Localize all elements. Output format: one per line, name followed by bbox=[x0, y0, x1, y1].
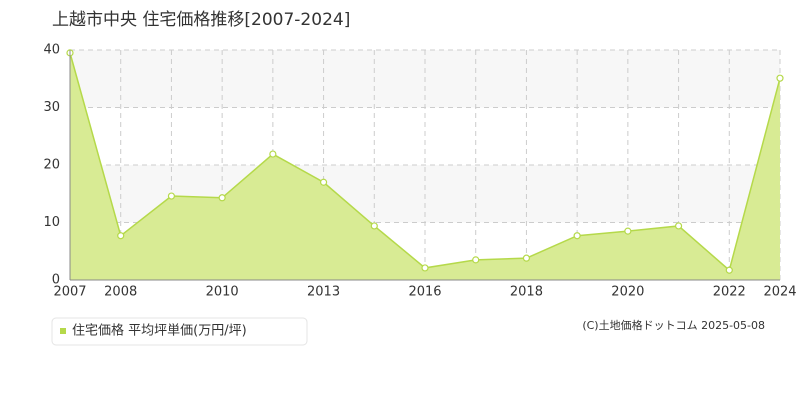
legend-box bbox=[51, 317, 308, 346]
y-tick-label: 40 bbox=[43, 43, 60, 58]
area bbox=[70, 52, 780, 280]
point bbox=[218, 194, 226, 202]
point bbox=[370, 222, 378, 230]
legend: 住宅価格 平均坪単価(万円/坪) bbox=[51, 317, 308, 346]
legend-label: 住宅価格 平均坪単価(万円/坪) bbox=[72, 323, 247, 339]
point bbox=[522, 254, 531, 262]
legend-swatch bbox=[60, 328, 66, 334]
x-tick-label: 2013 bbox=[307, 285, 340, 300]
x-tick-label: 2024 bbox=[763, 285, 796, 300]
copyright: (C)土地価格ドットコム 2025-05-08 bbox=[582, 318, 765, 332]
x-tick-label: 2010 bbox=[206, 285, 239, 300]
point bbox=[674, 222, 683, 230]
point bbox=[319, 178, 328, 186]
point bbox=[573, 232, 581, 240]
y-tick-label: 30 bbox=[43, 100, 60, 115]
point bbox=[776, 74, 784, 82]
point bbox=[725, 266, 733, 274]
point bbox=[624, 227, 632, 235]
y-tick-label: 0 bbox=[52, 273, 60, 288]
x-tick-label: 2007 bbox=[53, 285, 86, 300]
y-tick-label: 20 bbox=[43, 158, 60, 173]
y-tick-label: 10 bbox=[43, 215, 60, 230]
point bbox=[167, 192, 176, 200]
x-tick-label: 2018 bbox=[510, 285, 543, 300]
point bbox=[421, 264, 429, 272]
point bbox=[269, 150, 277, 158]
chart-title: 上越市中央 住宅価格推移[2007-2024] bbox=[52, 10, 350, 30]
x-tick-label: 2008 bbox=[104, 285, 137, 300]
x-tick-label: 2016 bbox=[408, 285, 441, 300]
point bbox=[472, 256, 480, 264]
point bbox=[117, 232, 125, 240]
x-tick-label: 2022 bbox=[713, 285, 746, 300]
x-tick-label: 2020 bbox=[611, 285, 644, 300]
